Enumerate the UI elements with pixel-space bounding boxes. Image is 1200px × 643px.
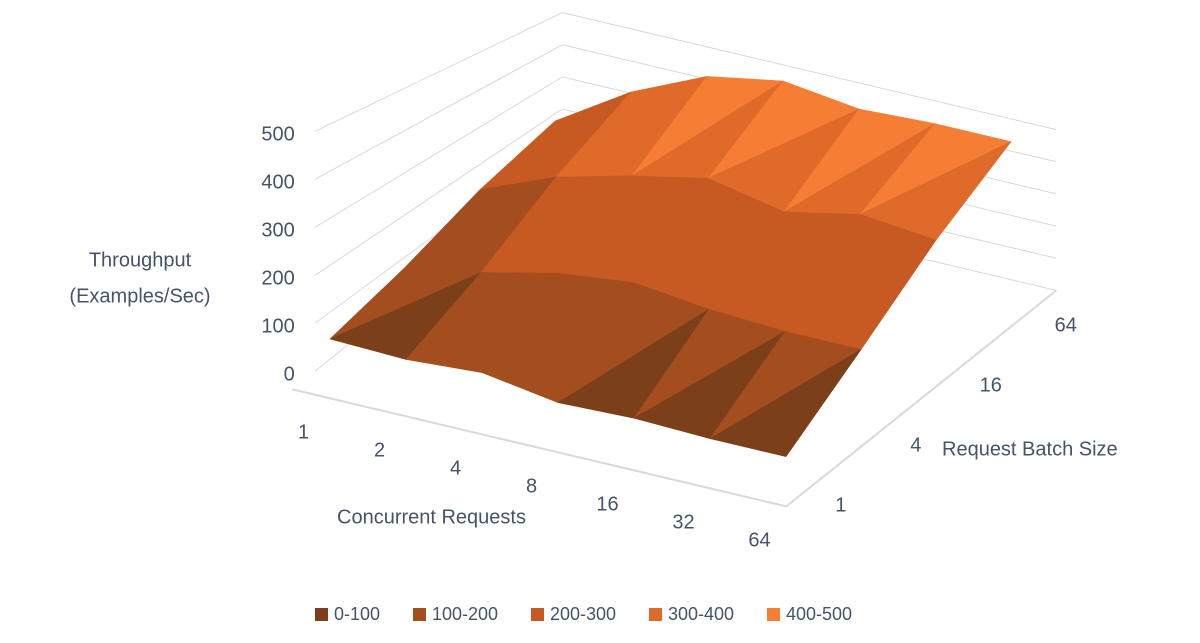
z-tick-label: 100 [261, 316, 294, 338]
depth-axis [785, 289, 1057, 508]
x-axis-title: Concurrent Requests [337, 506, 526, 528]
legend-swatch [531, 608, 544, 621]
legend-label: 300-400 [668, 604, 734, 624]
x-tick-label: 32 [672, 511, 694, 533]
depth-axis-title: Request Batch Size [942, 438, 1118, 460]
legend-swatch [413, 608, 426, 621]
grid-line [314, 108, 563, 276]
z-tick-label: 0 [284, 364, 295, 386]
legend-label: 400-500 [786, 604, 852, 624]
depth-tick-label: 64 [1055, 315, 1077, 337]
depth-tick-label: 16 [980, 375, 1002, 397]
depth-tick-label: 1 [835, 495, 846, 517]
legend-swatch [649, 608, 662, 621]
legend-swatch [767, 608, 780, 621]
legend-label: 200-300 [550, 604, 616, 624]
x-tick-label: 8 [526, 475, 537, 497]
z-tick-label: 500 [261, 124, 294, 146]
x-tick-label: 1 [298, 421, 309, 443]
z-tick-label: 200 [261, 268, 294, 290]
legend-label: 0-100 [334, 604, 380, 624]
legend-label: 100-200 [432, 604, 498, 624]
z-tick-label: 400 [261, 172, 294, 194]
z-tick-label: 300 [261, 220, 294, 242]
x-tick-label: 4 [450, 457, 461, 479]
z-axis-title-line: Throughput [89, 249, 192, 271]
z-axis-title-line: (Examples/Sec) [69, 285, 210, 307]
grid-line [314, 12, 563, 132]
surface-facet [709, 349, 862, 457]
grid-line [562, 12, 1057, 131]
legend-swatch [315, 608, 328, 621]
x-tick-label: 16 [596, 493, 618, 515]
grid-line [314, 44, 563, 180]
depth-tick-label: 4 [910, 435, 921, 457]
x-tick-label: 2 [374, 439, 385, 461]
grid-line [314, 76, 563, 228]
x-tick-label: 64 [748, 529, 770, 551]
x-axis [292, 388, 787, 508]
